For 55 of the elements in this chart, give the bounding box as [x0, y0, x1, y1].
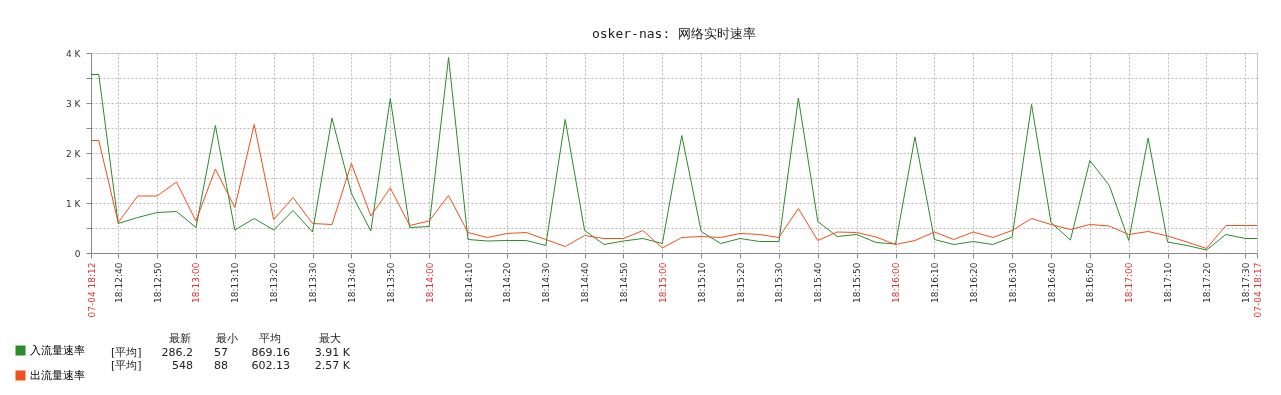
y-tick-label: 1 K: [66, 198, 82, 209]
x-tick-label: 18:16:40: [1046, 262, 1057, 303]
x-tick-label: 18:16:10: [929, 262, 940, 303]
x-tick-label: 18:17:00: [1124, 262, 1135, 303]
x-tick-label: 18:14:20: [502, 262, 513, 303]
text: 602.13: [251, 359, 290, 372]
y-tick-label: 0: [74, 248, 81, 259]
x-tick-label: 18:15:20: [735, 262, 746, 303]
y-tick-label: 2 K: [66, 148, 82, 159]
x-tick-label: 18:14:40: [580, 262, 591, 303]
x-tick-label: 18:16:50: [1085, 262, 1096, 303]
legend-label: 出流量速率: [30, 368, 85, 382]
x-tick-label: 18:14:00: [424, 262, 435, 303]
text: 平均: [259, 332, 281, 345]
x-tick-label: 07-04 18:17: [1252, 262, 1263, 318]
text: 57: [214, 346, 228, 359]
x-tick-label: 18:13:30: [308, 262, 319, 303]
x-tick-label: 18:15:50: [852, 262, 863, 303]
x-tick-label: 18:14:30: [541, 262, 552, 303]
x-tick-label: 18:12:50: [152, 262, 163, 303]
x-tick-label: 18:16:30: [1007, 262, 1018, 303]
text: 88: [214, 359, 228, 372]
y-tick-label: 3 K: [66, 98, 82, 109]
text: 2.57 K: [314, 359, 351, 372]
x-tick-label: 18:13:10: [230, 262, 241, 303]
text: 869.16: [251, 346, 290, 359]
text: 最小: [216, 332, 238, 345]
text: [平均]: [111, 346, 142, 359]
x-tick-label: 18:16:00: [891, 262, 902, 303]
text: 548: [172, 359, 193, 372]
text: 3.91 K: [314, 346, 351, 359]
x-tick-label: 18:16:20: [968, 262, 979, 303]
legend-label: 入流量速率: [30, 343, 85, 357]
x-tick-label: 18:13:20: [269, 262, 280, 303]
x-tick-label: 18:13:00: [191, 262, 202, 303]
text: [平均]: [111, 359, 142, 372]
x-tick-label: 18:17:20: [1201, 262, 1212, 303]
x-tick-label: 18:17:10: [1163, 262, 1174, 303]
text: 286.2: [161, 346, 193, 359]
x-tick-label: 18:14:10: [463, 262, 474, 303]
x-tick-label: 18:15:00: [657, 262, 668, 303]
text: 最新: [169, 332, 191, 345]
x-tick-label: 18:13:50: [385, 262, 396, 303]
chart-title: osker-nas: 网络实时速率: [591, 26, 757, 41]
x-tick-label: 18:17:30: [1240, 262, 1251, 303]
x-tick-label: 18:15:40: [813, 262, 824, 303]
y-tick-label: 4 K: [66, 48, 82, 59]
text: 最大: [319, 332, 341, 345]
x-tick-label: 18:13:40: [346, 262, 357, 303]
x-tick-label: 18:15:30: [774, 262, 785, 303]
x-tick-label: 07-04 18:12: [86, 262, 97, 318]
x-tick-label: 18:14:50: [618, 262, 629, 303]
line-series: [90, 124, 1258, 249]
x-tick-label: 18:12:40: [113, 262, 124, 303]
x-tick-label: 18:15:10: [696, 262, 707, 303]
